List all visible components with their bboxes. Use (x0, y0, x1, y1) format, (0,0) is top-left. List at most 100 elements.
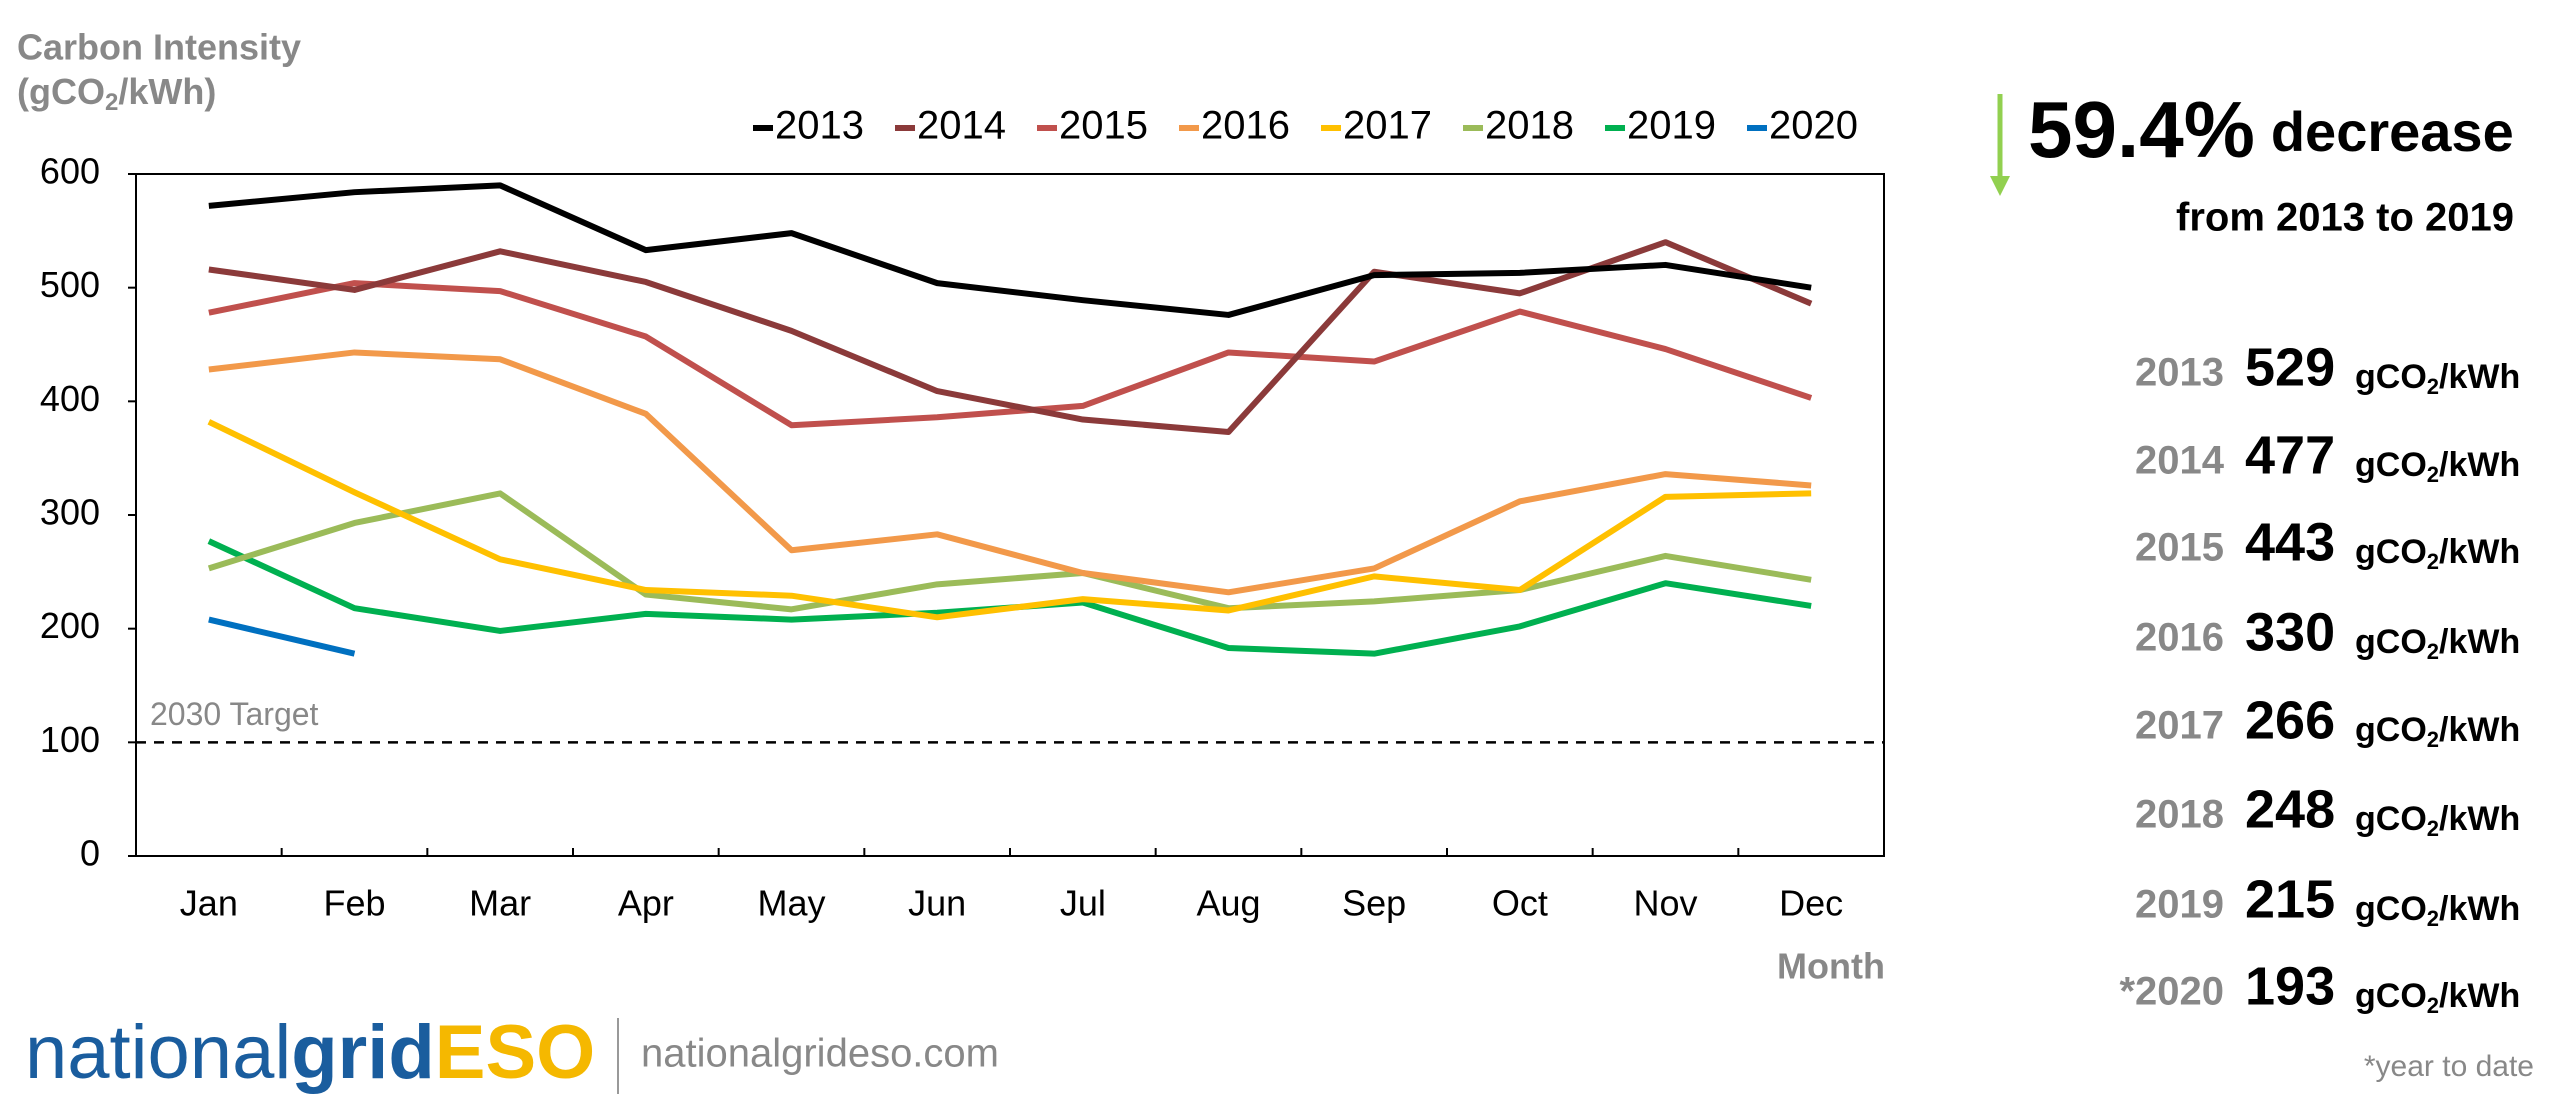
unit-part: /kWh (2439, 358, 2520, 396)
summary-year: 2018 (2135, 793, 2224, 837)
y-tick-label: 300 (40, 492, 100, 533)
logo-part: national (25, 1010, 291, 1095)
series-line (208, 349, 1812, 596)
x-tick-label: Nov (1633, 883, 1697, 924)
legend-label: 2016 (1201, 104, 1290, 148)
summary-unit: gCO2/kWh (2355, 358, 2520, 399)
unit-part: (gCO (17, 71, 105, 112)
summary-unit: gCO2/kWh (2355, 623, 2520, 664)
unit-sub: 2 (2427, 906, 2439, 931)
x-tick-label: Jul (1060, 883, 1106, 924)
summary-value: 266 (2245, 690, 2335, 750)
summary-unit: gCO2/kWh (2355, 446, 2520, 487)
summary-year: 2013 (2135, 351, 2224, 395)
summary-value: 248 (2245, 779, 2335, 839)
legend-label: 2017 (1343, 104, 1432, 148)
unit-part: gCO (2355, 358, 2427, 396)
x-tick-label: Jan (180, 883, 238, 924)
series-line (208, 239, 1813, 436)
x-tick-label: Aug (1196, 883, 1260, 924)
arrow-head (1990, 176, 2010, 196)
x-tick-label: Mar (469, 883, 531, 924)
x-axis-label: Month (1777, 946, 1885, 987)
y-tick-label: 600 (40, 151, 100, 192)
x-tick-label: Dec (1779, 883, 1843, 924)
summary-unit: gCO2/kWh (2355, 533, 2520, 574)
summary-unit: gCO2/kWh (2355, 800, 2520, 841)
summary-value: 193 (2245, 956, 2335, 1016)
series-line (207, 419, 1812, 621)
summary-year: 2019 (2135, 883, 2224, 927)
summary-value: 443 (2245, 512, 2335, 572)
x-tick-label: Apr (618, 883, 674, 924)
legend-label: 2018 (1485, 104, 1574, 148)
unit-sub: 2 (2427, 816, 2439, 841)
summary-unit: gCO2/kWh (2355, 890, 2520, 931)
x-tick-label: Jun (908, 883, 966, 924)
unit-sub: 2 (2427, 639, 2439, 664)
x-tick-label: Sep (1342, 883, 1406, 924)
unit-sub: 2 (2427, 462, 2439, 487)
x-tick-label: May (757, 883, 825, 924)
logo-part: ESO (435, 1010, 596, 1095)
x-tick-label: Feb (323, 883, 385, 924)
summary-unit: gCO2/kWh (2355, 711, 2520, 752)
series-line (208, 280, 1813, 429)
unit-part: /kWh (2439, 446, 2520, 484)
unit-part: /kWh (2439, 800, 2520, 838)
logo: nationalgridESO (25, 1010, 595, 1095)
headline-word: decrease (2271, 100, 2514, 163)
y-tick-label: 400 (40, 378, 100, 419)
legend-label: 2013 (775, 104, 864, 148)
unit-part: /kWh) (118, 71, 216, 112)
unit-sub: 2 (2427, 549, 2439, 574)
legend-label: 2015 (1059, 104, 1148, 148)
series-line (207, 490, 1812, 613)
series-line (208, 616, 356, 657)
unit-sub: 2 (105, 89, 118, 116)
summary-year: 2015 (2135, 526, 2224, 570)
y-axis-unit: (gCO2/kWh) (17, 71, 216, 117)
y-tick-label: 500 (40, 264, 100, 305)
headline: 59.4% decrease (2028, 85, 2514, 174)
summary-value: 477 (2245, 425, 2335, 485)
subline: from 2013 to 2019 (2176, 196, 2514, 240)
unit-part: /kWh (2439, 711, 2520, 749)
summary-value: 215 (2245, 869, 2335, 929)
y-tick-label: 200 (40, 605, 100, 646)
unit-part: /kWh (2439, 623, 2520, 661)
legend-label: 2020 (1769, 104, 1858, 148)
y-axis-label: Carbon Intensity (17, 27, 301, 68)
legend-label: 2014 (917, 104, 1006, 148)
summary-unit: gCO2/kWh (2355, 977, 2520, 1018)
summary-year: *2020 (2119, 970, 2224, 1014)
unit-part: gCO (2355, 533, 2427, 571)
summary-year: 2014 (2135, 439, 2225, 483)
unit-part: /kWh (2439, 533, 2520, 571)
unit-sub: 2 (2427, 993, 2439, 1018)
target-label: 2030 Target (150, 696, 319, 732)
summary-year: 2017 (2135, 704, 2224, 748)
unit-part: gCO (2355, 800, 2427, 838)
footnote: *year to date (2364, 1050, 2534, 1083)
summary-value: 529 (2245, 337, 2335, 397)
summary-year: 2016 (2135, 616, 2224, 660)
unit-part: gCO (2355, 623, 2427, 661)
logo-part: grid (291, 1010, 435, 1095)
y-tick-label: 0 (80, 833, 100, 874)
logo-url: nationalgrideso.com (641, 1032, 999, 1076)
unit-sub: 2 (2427, 727, 2439, 752)
headline-value: 59.4% (2028, 85, 2255, 174)
x-tick-label: Oct (1492, 883, 1548, 924)
unit-sub: 2 (2427, 374, 2439, 399)
series-line (208, 182, 1812, 318)
unit-part: gCO (2355, 446, 2427, 484)
unit-part: /kWh (2439, 890, 2520, 928)
y-tick-label: 100 (40, 719, 100, 760)
unit-part: /kWh (2439, 977, 2520, 1015)
unit-part: gCO (2355, 711, 2427, 749)
unit-part: gCO (2355, 890, 2427, 928)
legend-label: 2019 (1627, 104, 1716, 148)
unit-part: gCO (2355, 977, 2427, 1015)
